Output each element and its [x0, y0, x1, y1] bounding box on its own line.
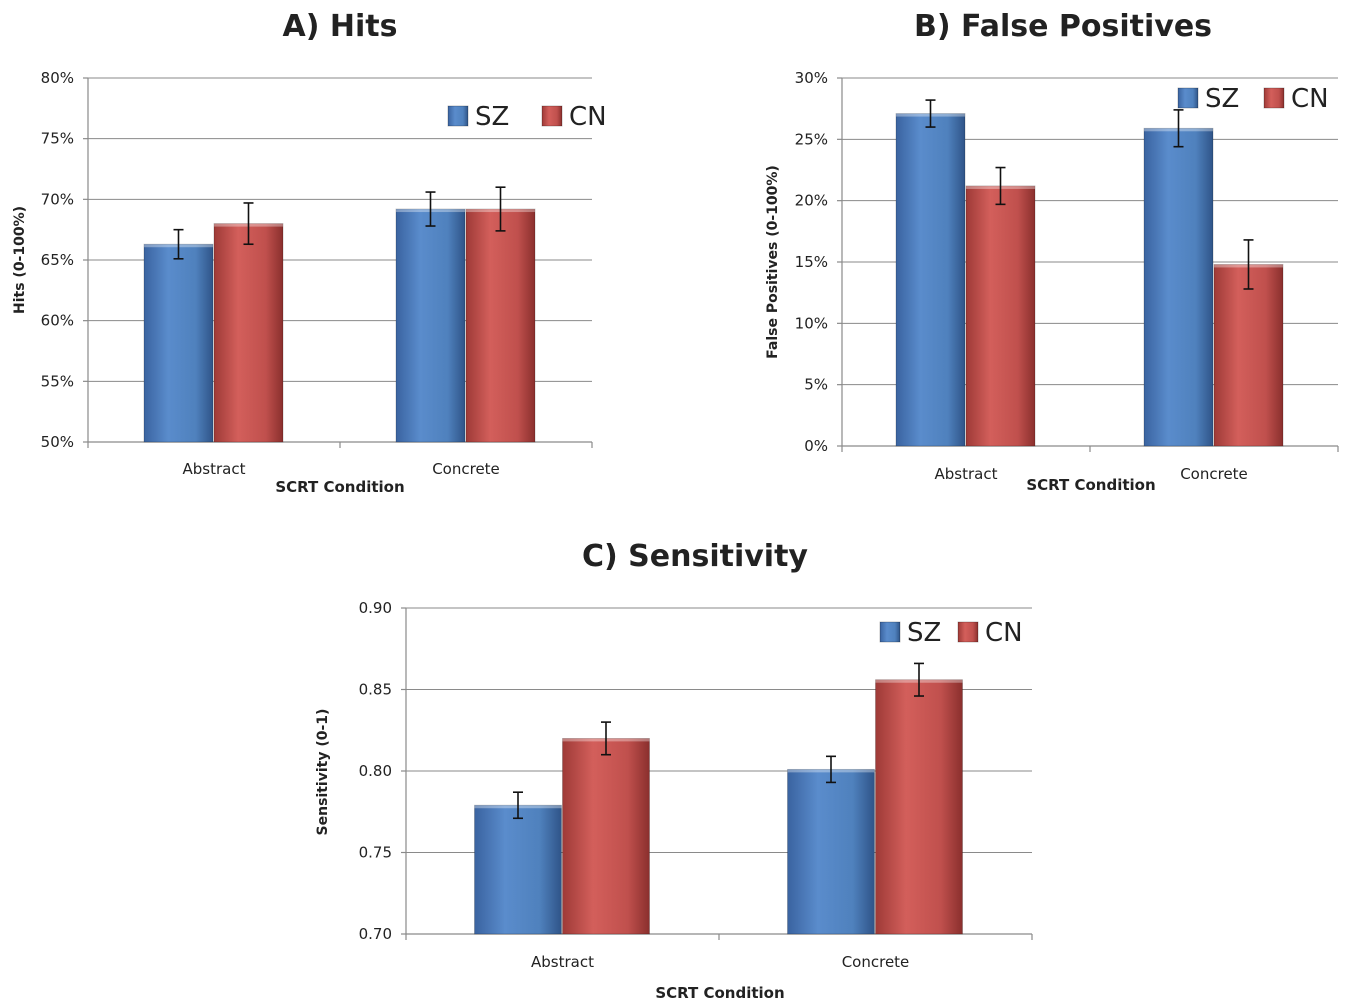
x-category-label: Abstract: [935, 465, 998, 483]
y-tick-label: 0.85: [359, 681, 392, 699]
y-tick-label: 65%: [41, 251, 74, 269]
legend-label-cn: CN: [985, 618, 1023, 648]
y-tick-label: 60%: [41, 312, 74, 330]
bar-sz-abstract: [143, 243, 214, 443]
legend-swatch-cn: [957, 621, 979, 643]
x-axis-label: SCRT Condition: [275, 478, 404, 496]
x-category-label: Abstract: [183, 460, 246, 478]
chart-false-positives: B) False Positives 0% 5% 10% 15% 20% 25% 30% Abs…: [765, 9, 1339, 494]
y-tick-label: 0.70: [359, 925, 392, 943]
bar-cn-concrete: [1213, 264, 1284, 447]
legend-label-sz: SZ: [907, 618, 941, 648]
y-tick-label: 5%: [804, 376, 828, 394]
legend-swatch-sz: [1177, 87, 1199, 109]
bar-cn-abstract: [965, 185, 1036, 447]
legend-swatch-cn: [541, 105, 563, 127]
bar-cn-concrete: [465, 208, 536, 443]
chart-sensitivity: C) Sensitivity 0.70 0.75 0.80 0.85 0.90 Abstra…: [315, 539, 1033, 1002]
bar-sz-concrete: [1143, 127, 1214, 447]
legend-label-sz: SZ: [475, 102, 509, 132]
x-category-label: Concrete: [432, 460, 500, 478]
y-tick-label: 0.75: [359, 844, 392, 862]
y-tick-label: 30%: [795, 69, 828, 87]
y-tick-label: 0%: [804, 437, 828, 455]
y-tick-label: 20%: [795, 192, 828, 210]
x-axis-label: SCRT Condition: [655, 984, 784, 1002]
bar-cn-abstract: [213, 223, 284, 443]
y-tick-label: 25%: [795, 130, 828, 148]
y-tick-label: 15%: [795, 253, 828, 271]
bar-cn-concrete: [875, 679, 963, 935]
y-tick-label: 55%: [41, 372, 74, 390]
chart-title: B) False Positives: [914, 9, 1212, 44]
y-axis-label: False Positives (0-100%): [765, 165, 781, 359]
bar-sz-concrete: [395, 208, 466, 443]
y-tick-label: 80%: [41, 69, 74, 87]
legend: SZ CN: [879, 618, 1023, 648]
legend-swatch-sz: [447, 105, 469, 127]
x-axis-label: SCRT Condition: [1026, 476, 1155, 494]
bar-sz-abstract: [474, 804, 562, 935]
y-tick-label: 0.90: [359, 599, 392, 617]
y-axis-label: Sensitivity (0-1): [315, 709, 331, 836]
chart-title: C) Sensitivity: [582, 539, 808, 574]
legend-label-cn: CN: [569, 102, 607, 132]
legend-swatch-sz: [879, 621, 901, 643]
legend-label-cn: CN: [1291, 84, 1329, 114]
chart-hits: A) Hits 50% 55% 60% 65% 70% 75% 80% Abstract Conc…: [12, 9, 607, 496]
chart-title: A) Hits: [283, 9, 398, 44]
y-tick-label: 0.80: [359, 762, 392, 780]
legend: SZ CN: [447, 102, 607, 132]
legend: SZ CN: [1177, 84, 1329, 114]
y-tick-label: 50%: [41, 433, 74, 451]
bar-sz-concrete: [787, 768, 875, 935]
x-category-label: Concrete: [1180, 465, 1248, 483]
y-tick-label: 75%: [41, 130, 74, 148]
legend-swatch-cn: [1263, 87, 1285, 109]
y-axis-label: Hits (0-100%): [12, 206, 28, 314]
y-tick-label: 10%: [795, 314, 828, 332]
bar-sz-abstract: [895, 113, 966, 447]
y-tick-label: 70%: [41, 190, 74, 208]
x-category-label: Abstract: [531, 953, 594, 971]
x-category-label: Concrete: [842, 953, 910, 971]
bar-cn-abstract: [562, 738, 650, 935]
legend-label-sz: SZ: [1205, 84, 1239, 114]
